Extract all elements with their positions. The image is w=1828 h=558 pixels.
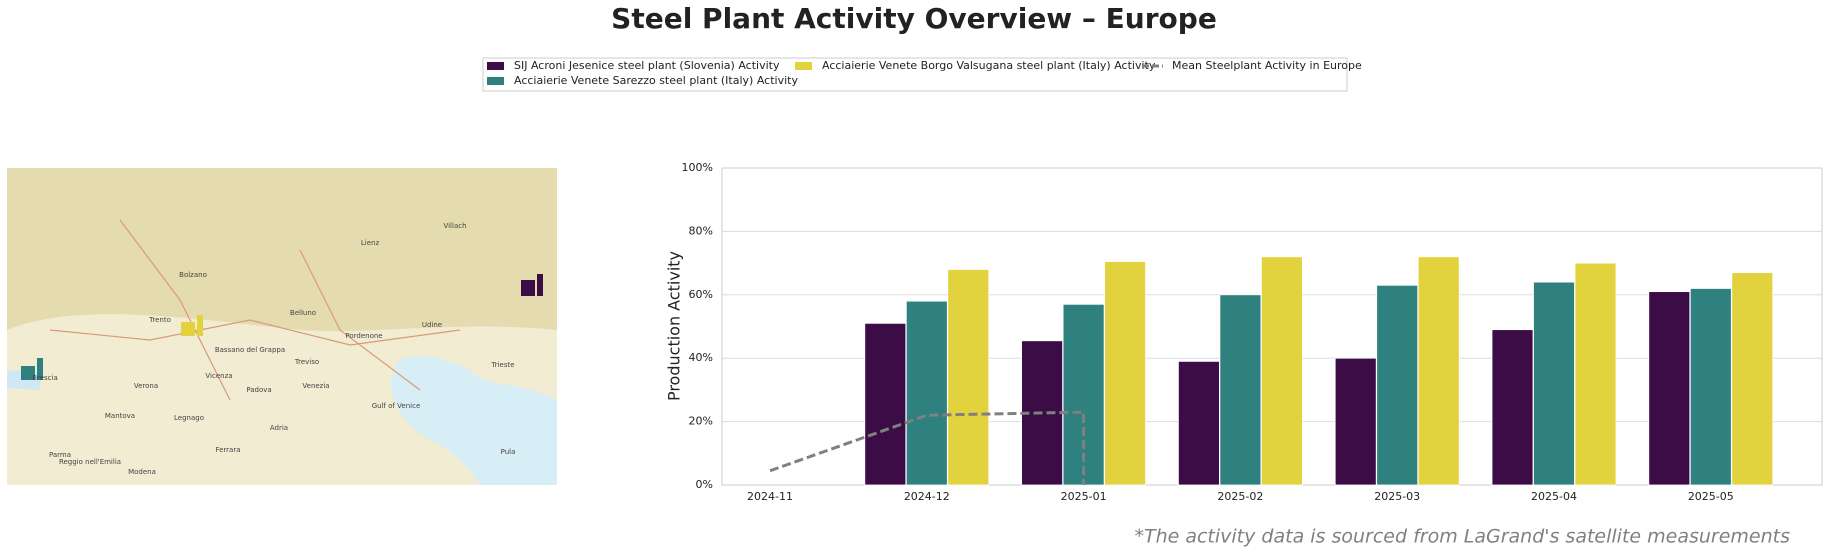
map-label: Vicenza bbox=[205, 372, 232, 380]
map-label: Udine bbox=[422, 321, 442, 329]
mean-line bbox=[769, 410, 1086, 485]
legend-box bbox=[482, 57, 1348, 92]
footnote: *The activity data is sourced from LaGra… bbox=[1134, 526, 1790, 548]
map-label: Bolzano bbox=[179, 271, 207, 279]
map-label: Treviso bbox=[294, 358, 319, 366]
bar bbox=[1261, 256, 1303, 486]
legend-swatch bbox=[487, 62, 504, 70]
bar bbox=[864, 322, 907, 486]
map bbox=[7, 168, 557, 485]
plant-icon bbox=[181, 315, 203, 336]
map-label: Reggio nell'Emilia bbox=[59, 458, 121, 466]
plant-icon bbox=[521, 274, 543, 296]
legend-label: Mean Steelplant Activity in Europe bbox=[1172, 59, 1362, 72]
legend-swatch bbox=[795, 62, 812, 70]
x-tick-label: 2025-03 bbox=[1374, 490, 1420, 503]
bar bbox=[1376, 284, 1419, 486]
legend-label: SIJ Acroni Jesenice steel plant (Sloveni… bbox=[514, 59, 780, 72]
y-tick-label: 0% bbox=[696, 478, 713, 491]
x-tick-label: 2025-02 bbox=[1217, 490, 1263, 503]
bar bbox=[1178, 360, 1220, 486]
bar bbox=[1533, 281, 1575, 486]
bar bbox=[905, 300, 948, 486]
y-tick-label: 60% bbox=[689, 288, 713, 301]
map-label: Trento bbox=[148, 316, 171, 324]
map-label: Brescia bbox=[32, 374, 58, 382]
bar bbox=[1334, 357, 1377, 486]
bar bbox=[1574, 262, 1617, 486]
map-label: Ferrara bbox=[215, 446, 240, 454]
bar bbox=[1731, 272, 1774, 486]
legend-swatch bbox=[487, 77, 504, 85]
map-label: Verona bbox=[134, 382, 158, 390]
y-axis-label: Production Activity bbox=[665, 251, 684, 401]
map-label: Gulf of Venice bbox=[372, 402, 421, 410]
legend-label: Acciaierie Venete Borgo Valsugana steel … bbox=[822, 59, 1156, 72]
map-label: Villach bbox=[443, 222, 466, 230]
bar bbox=[1491, 329, 1534, 486]
map-label: Legnago bbox=[174, 414, 204, 422]
x-tick-label: 2024-11 bbox=[747, 490, 793, 503]
map-label: Lienz bbox=[361, 239, 380, 247]
x-tick-label: 2025-01 bbox=[1061, 490, 1107, 503]
y-tick-label: 80% bbox=[689, 224, 713, 237]
map-roads bbox=[49, 219, 461, 401]
bar bbox=[1104, 261, 1146, 486]
map-label: Pula bbox=[501, 448, 516, 456]
bar bbox=[1417, 256, 1460, 486]
map-label: Modena bbox=[128, 468, 156, 476]
y-tick-label: 100% bbox=[682, 161, 713, 174]
map-sea bbox=[391, 355, 557, 485]
legend-label: Acciaierie Venete Sarezzo steel plant (I… bbox=[514, 74, 798, 87]
map-label: Mantova bbox=[105, 412, 135, 420]
map-label: Bassano del Grappa bbox=[215, 346, 285, 354]
bar bbox=[1648, 291, 1691, 486]
map-label: Venezia bbox=[302, 382, 329, 390]
x-tick-label: 2025-05 bbox=[1688, 490, 1734, 503]
map-label: Padova bbox=[246, 386, 271, 394]
bar bbox=[1219, 294, 1262, 486]
map-label: Trieste bbox=[490, 361, 514, 369]
x-tick-label: 2024-12 bbox=[904, 490, 950, 503]
title: Steel Plant Activity Overview – Europe bbox=[611, 2, 1217, 35]
x-tick-label: 2025-04 bbox=[1531, 490, 1577, 503]
map-label: Pordenone bbox=[345, 332, 382, 340]
map-label: Parma bbox=[49, 451, 71, 459]
map-label: Adria bbox=[270, 424, 288, 432]
bar bbox=[1689, 288, 1732, 486]
y-tick-label: 20% bbox=[689, 415, 713, 428]
bar bbox=[947, 269, 990, 486]
map-label: Belluno bbox=[290, 309, 316, 317]
y-tick-label: 40% bbox=[689, 351, 713, 364]
plant-icon bbox=[21, 358, 43, 380]
